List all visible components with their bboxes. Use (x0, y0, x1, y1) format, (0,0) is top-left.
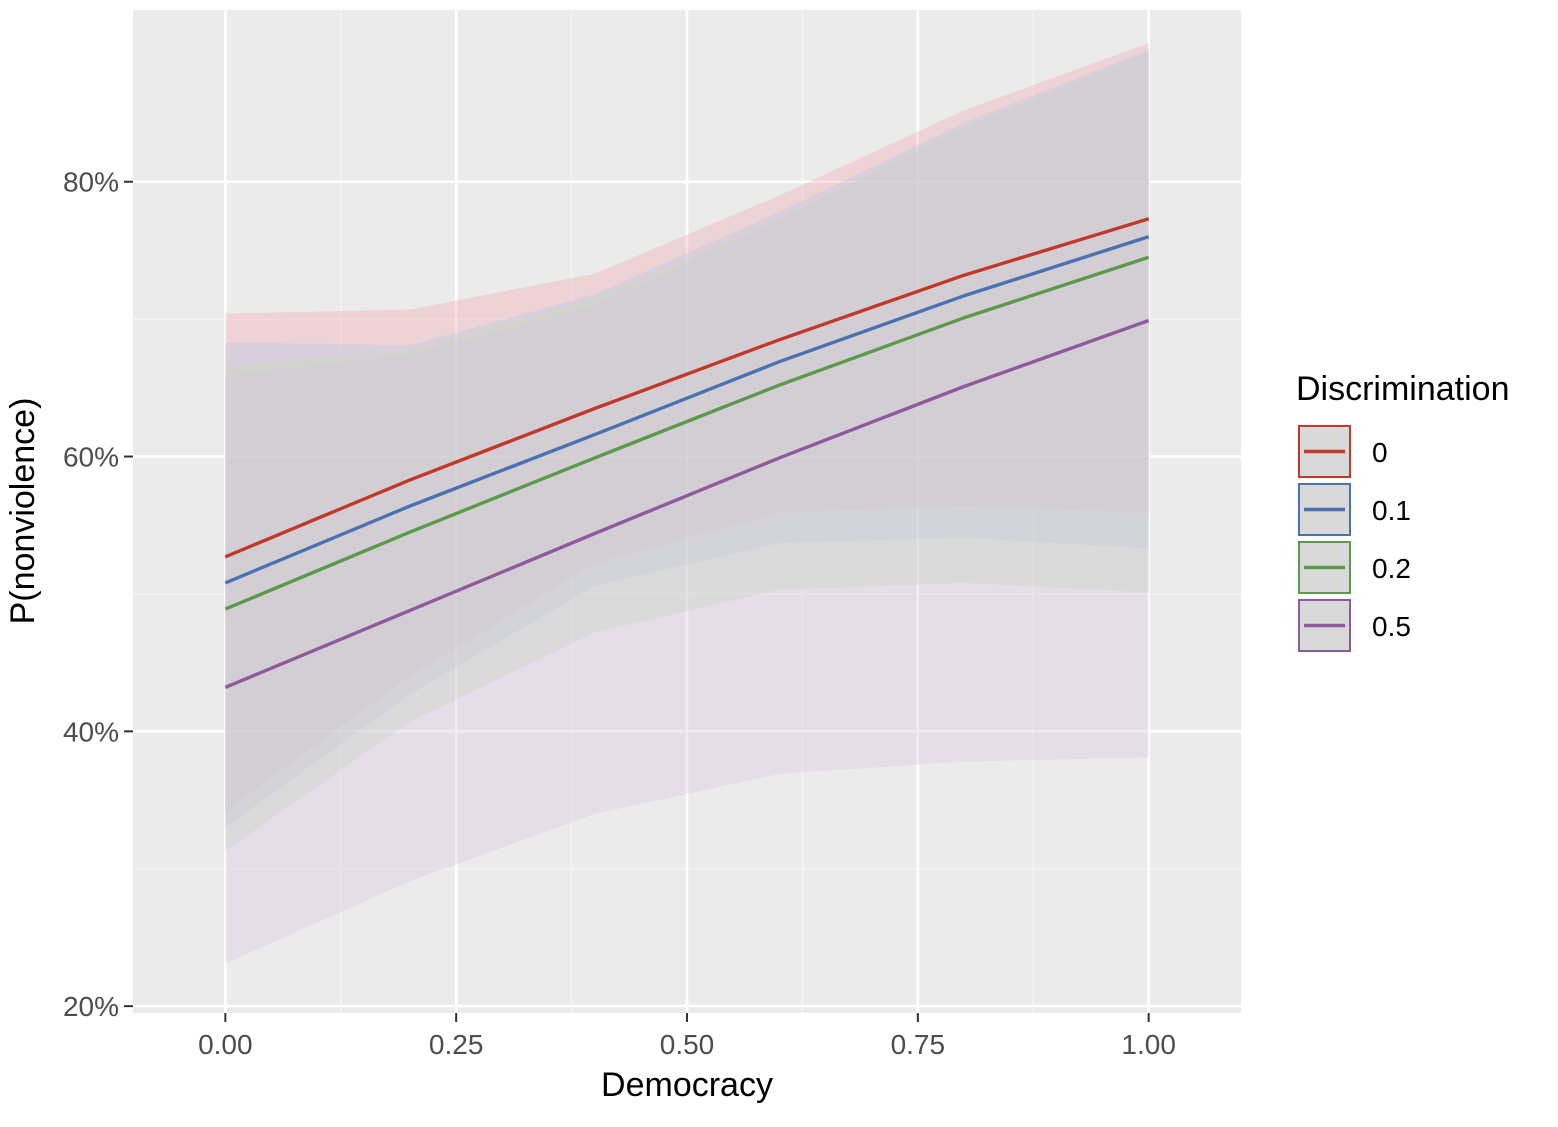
series-line-0.1 (224, 235, 1150, 585)
major-gridlines (133, 10, 1241, 1013)
legend-label: 0.2 (1372, 553, 1411, 584)
ribbon-0.2 (225, 52, 1149, 851)
legend-label: 0 (1372, 437, 1388, 468)
x-axis: 0.00 0.25 0.50 0.75 1.00 (198, 1013, 1176, 1060)
ribbon-0.5 (225, 52, 1149, 964)
y-tick-label: 40% (63, 716, 119, 747)
y-axis: 20% 40% 60% 80% (63, 167, 133, 1022)
y-tick-label: 60% (63, 442, 119, 473)
ribbon-0 (225, 43, 1149, 811)
series-lines (224, 217, 1150, 689)
y-tick-label: 20% (63, 991, 119, 1022)
series-line-0.5 (224, 318, 1150, 689)
x-axis-title: Democracy (601, 1066, 773, 1104)
x-tick-label: 0.75 (891, 1029, 946, 1060)
legend: Discrimination 0 0.1 0.2 0.5 (1296, 370, 1510, 652)
legend-label: 0.1 (1372, 495, 1411, 526)
legend-label: 0.5 (1372, 611, 1411, 642)
series-line-0.2 (224, 255, 1150, 611)
series-line-0 (224, 217, 1150, 559)
y-axis-title: P(nonviolence) (4, 398, 42, 625)
legend-title: Discrimination (1296, 370, 1510, 408)
y-tick-label: 80% (63, 167, 119, 198)
confidence-ribbons (225, 43, 1149, 964)
x-tick-label: 0.00 (198, 1029, 253, 1060)
x-tick-label: 0.25 (429, 1029, 484, 1060)
x-tick-label: 0.50 (660, 1029, 715, 1060)
ribbon-0.1 (225, 49, 1149, 828)
x-tick-label: 1.00 (1121, 1029, 1176, 1060)
